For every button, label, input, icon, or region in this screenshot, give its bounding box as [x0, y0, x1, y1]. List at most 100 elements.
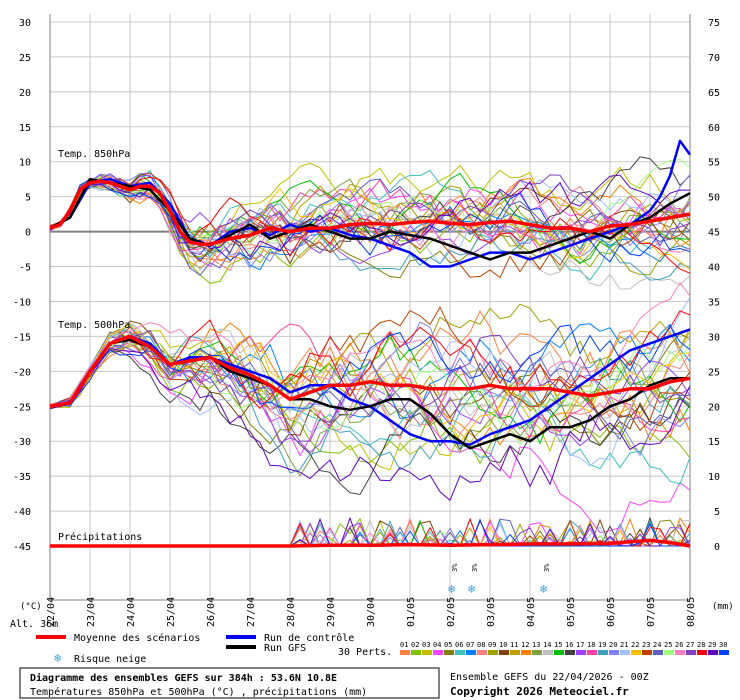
- snowflake-icon: ❄: [468, 582, 475, 596]
- right-tick-label: 70: [708, 53, 720, 64]
- grid: [49, 14, 691, 600]
- member-swatch: [642, 650, 652, 655]
- member-swatch: [686, 650, 696, 655]
- footer-subtitle: Températures 850hPa et 500hPa (°C) , pré…: [30, 686, 367, 698]
- member-swatch: [565, 650, 575, 655]
- member-swatch: [697, 650, 707, 655]
- right-tick-label: 35: [708, 297, 720, 308]
- member-number: 26: [675, 641, 683, 649]
- series-line-t500: [49, 334, 691, 409]
- panel-label-precip: Précipitations: [58, 531, 142, 543]
- member-number: 22: [631, 641, 639, 649]
- legend-gfs-label: Run GFS: [264, 643, 306, 654]
- member-number: 09: [488, 641, 496, 649]
- member-swatch: [400, 650, 410, 655]
- panel-label-t500: Temp. 500hPa: [58, 320, 130, 331]
- member-swatch: [510, 650, 520, 655]
- legend: Moyenne des scénarios Run de contrôle Ru…: [36, 632, 392, 665]
- x-tick-label: 24/04: [126, 597, 137, 627]
- member-swatch: [631, 650, 641, 655]
- member-number: 20: [609, 641, 617, 649]
- x-tick-label: 07/05: [646, 597, 657, 627]
- member-swatch: [433, 650, 443, 655]
- snowflake-icon: ❄: [540, 582, 547, 596]
- member-number: 23: [642, 641, 650, 649]
- member-swatch: [587, 650, 597, 655]
- left-tick-label: 15: [19, 123, 31, 134]
- right-tick-label: 50: [708, 193, 720, 204]
- member-number: 18: [587, 641, 595, 649]
- footer-copyright: Copyright 2026 Meteociel.fr: [450, 685, 629, 698]
- member-number: 01: [400, 641, 408, 649]
- x-tick-label: 30/04: [366, 597, 377, 627]
- member-number: 04: [433, 641, 441, 649]
- member-swatch: [466, 650, 476, 655]
- member-number: 05: [444, 641, 452, 649]
- member-line-t500: [49, 344, 691, 441]
- right-tick-label: 30: [708, 332, 720, 343]
- right-tick-label: 15: [708, 437, 720, 448]
- member-number: 13: [532, 641, 540, 649]
- left-tick-label: -20: [13, 367, 31, 378]
- member-number: 14: [543, 641, 551, 649]
- snow-risk-pct: 3%: [543, 563, 551, 572]
- right-tick-label: 20: [708, 402, 720, 413]
- series-line-precip: [50, 538, 691, 548]
- member-swatch: [675, 650, 685, 655]
- member-swatch: [488, 650, 498, 655]
- member-number: 06: [455, 641, 463, 649]
- member-number: 11: [510, 641, 518, 649]
- left-tick-label: -5: [19, 263, 31, 274]
- member-swatch: [576, 650, 586, 655]
- member-line-t500: [49, 329, 691, 442]
- member-swatch: [598, 650, 608, 655]
- left-tick-label: -30: [13, 437, 31, 448]
- member-swatch: [477, 650, 487, 655]
- footer-title: Diagramme des ensembles GEFS sur 384h : …: [30, 672, 337, 684]
- main-series-lines: [49, 139, 692, 548]
- x-tick-label: 26/04: [206, 597, 217, 627]
- member-number: 03: [422, 641, 430, 649]
- member-line-t850: [49, 176, 691, 274]
- member-number: 12: [521, 641, 529, 649]
- member-swatch: [499, 650, 509, 655]
- right-tick-label: 55: [708, 158, 720, 169]
- member-swatch: [653, 650, 663, 655]
- left-tick-label: 0: [25, 228, 31, 239]
- member-swatch: [455, 650, 465, 655]
- member-swatch: [554, 650, 564, 655]
- x-tick-label: 22/04: [46, 597, 57, 627]
- footer-run: Ensemble GEFS du 22/04/2026 - 00Z: [450, 672, 649, 683]
- x-tick-label: 06/05: [606, 597, 617, 627]
- member-swatch: [411, 650, 421, 655]
- x-tick-labels: 22/04 23/04 24/04 25/04 26/04 27/04 28/04 29/04…: [46, 597, 697, 627]
- member-line-t500: [49, 347, 691, 502]
- member-number: 08: [477, 641, 485, 649]
- member-number: 10: [499, 641, 507, 649]
- x-tick-label: 29/04: [326, 597, 337, 627]
- right-tick-label: 25: [708, 367, 720, 378]
- snowflake-icon: ❄: [54, 651, 61, 665]
- left-tick-label: 30: [19, 18, 31, 29]
- member-number: 07: [466, 641, 474, 649]
- left-tick-label: -45: [13, 542, 31, 553]
- right-tick-label: 5: [714, 507, 720, 518]
- footer-box: [19, 667, 440, 699]
- member-number: 27: [686, 641, 694, 649]
- panel-label-t850: Temp. 850hPa: [58, 149, 130, 160]
- right-tick-label: 65: [708, 88, 720, 99]
- legend-control-label: Run de contrôle: [264, 632, 354, 644]
- legend-mean-label: Moyenne des scénarios: [74, 632, 200, 644]
- right-unit-label: (mm): [712, 602, 734, 612]
- x-tick-label: 02/05: [446, 597, 457, 627]
- right-tick-label: 40: [708, 263, 720, 274]
- member-number: 17: [576, 641, 584, 649]
- x-tick-label: 03/05: [486, 597, 497, 627]
- member-swatch: [444, 650, 454, 655]
- member-swatch: [708, 650, 718, 655]
- snowflake-icon: ❄: [448, 582, 455, 596]
- left-tick-label: -10: [13, 297, 31, 308]
- members-label: 30 Perts.: [338, 647, 392, 658]
